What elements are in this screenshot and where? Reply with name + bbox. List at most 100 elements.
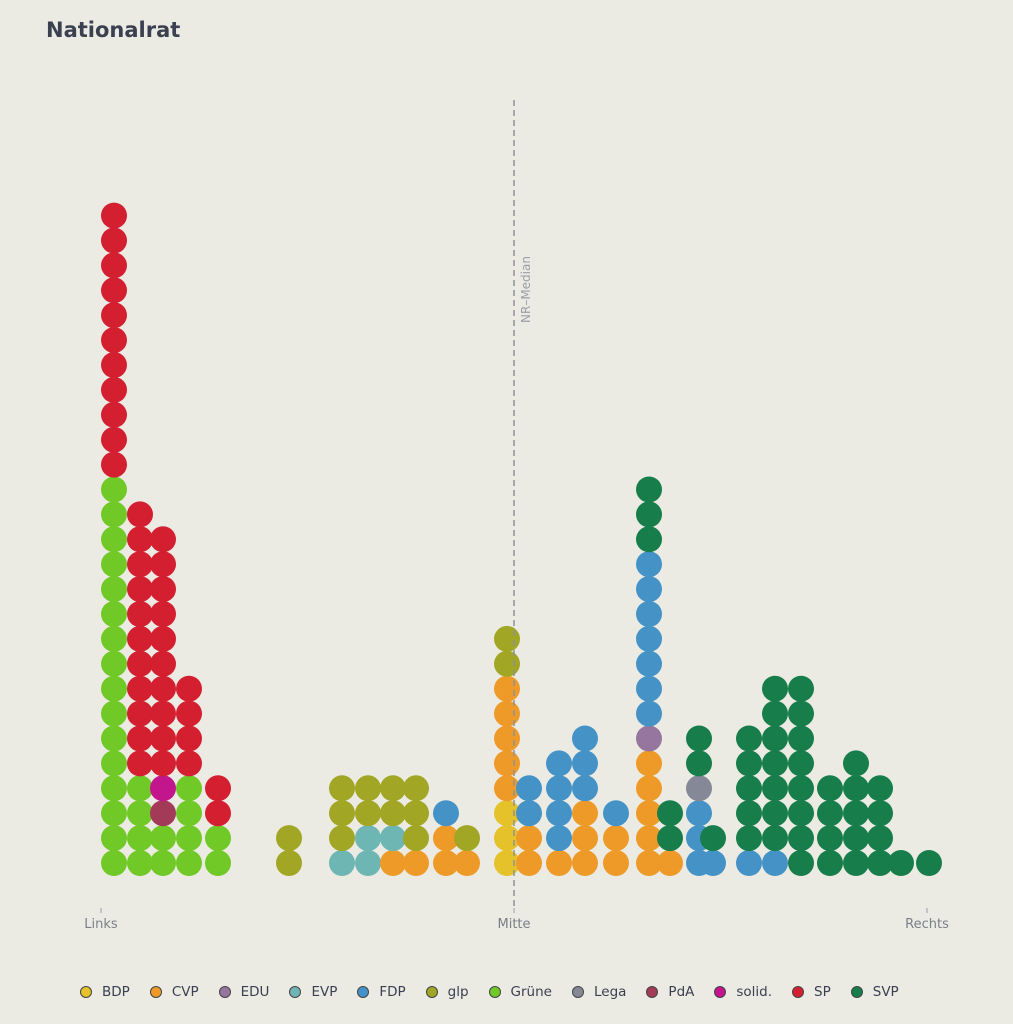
seat-dot-sp — [205, 800, 231, 827]
seat-dot-fdp — [686, 800, 712, 827]
seat-dot-sp — [101, 352, 127, 378]
seat-dot-svp — [788, 825, 814, 852]
seat-dot-cvp — [636, 775, 662, 802]
seat-dot-edu — [636, 725, 662, 752]
seat-dot-sp — [176, 675, 202, 702]
seat-dot-sp — [127, 501, 153, 528]
seat-dot-grüne — [127, 775, 153, 802]
legend-item: CVP — [149, 984, 199, 1000]
seat-dot-sp — [150, 750, 176, 777]
seat-dot-grüne — [176, 775, 202, 802]
seat-dot-fdp — [546, 825, 572, 852]
seat-dot-cvp — [572, 850, 598, 876]
seat-dot-svp — [636, 476, 662, 503]
seat-dot-fdp — [516, 800, 542, 827]
seat-dot-glp — [403, 775, 429, 802]
seat-dot-sp — [101, 327, 127, 354]
seat-dot-svp — [636, 526, 662, 553]
legend-swatch — [425, 986, 438, 998]
seat-dot-sp — [127, 551, 153, 578]
seat-dot-cvp — [636, 825, 662, 852]
seat-dot-fdp — [636, 700, 662, 727]
seat-dot-sp — [176, 700, 202, 727]
seat-dot-svp — [817, 825, 843, 852]
legend-label: Grüne — [510, 984, 552, 1000]
seat-dot-sp — [150, 601, 176, 627]
seat-dot-glp — [276, 825, 302, 852]
seat-dot-svp — [843, 800, 869, 827]
seat-dot-fdp — [546, 800, 572, 827]
legend-item: EVP — [289, 984, 337, 1000]
seat-dot-cvp — [494, 675, 520, 702]
seat-dot-sp — [150, 700, 176, 727]
seat-dot-grüne — [101, 850, 127, 876]
median-label: NR–Median — [519, 256, 533, 323]
seat-dot-glp — [494, 625, 520, 652]
seat-dot-svp — [843, 750, 869, 777]
seat-dot-sp — [127, 625, 153, 652]
seat-dot-sp — [127, 650, 153, 677]
seat-dot-sp — [127, 526, 153, 553]
seat-dot-cvp — [494, 700, 520, 727]
legend-item: SVP — [850, 984, 899, 1000]
seat-dot-grüne — [127, 800, 153, 827]
seat-dot-grüne — [101, 526, 127, 553]
seat-dot-fdp — [572, 750, 598, 777]
seat-dot-sp — [127, 700, 153, 727]
seat-dot-grüne — [101, 650, 127, 677]
legend: BDP CVP EDU EVP FDP glp Grüne Lega PdA solid. SP SV… — [80, 984, 919, 1000]
seat-dot-sp — [101, 277, 127, 304]
seat-dot-sp — [176, 750, 202, 777]
seat-dot-grüne — [101, 675, 127, 702]
seat-dot-sp — [205, 775, 231, 802]
seat-dot-grüne — [176, 850, 202, 876]
legend-swatch — [850, 986, 863, 998]
seat-dot-cvp — [546, 850, 572, 876]
seat-dot-svp — [762, 825, 788, 852]
seat-dot-glp — [494, 650, 520, 677]
seat-dot-sp — [127, 725, 153, 752]
seat-dot-svp — [867, 850, 893, 876]
legend-item: BDP — [80, 984, 130, 1000]
seat-dot-svp — [686, 725, 712, 752]
seat-dot-glp — [355, 800, 381, 827]
legend-label: Lega — [593, 984, 627, 1000]
seat-dot-grüne — [176, 825, 202, 852]
seat-dot-cvp — [572, 800, 598, 827]
seat-dot-svp — [736, 725, 762, 752]
legend-label: SVP — [872, 984, 899, 1000]
seat-dot-fdp — [603, 800, 629, 827]
seat-dot-svp — [736, 775, 762, 802]
seat-dot-svp — [843, 850, 869, 876]
seat-dot-cvp — [603, 825, 629, 852]
seat-dot-glp — [403, 800, 429, 827]
seat-dot-grüne — [150, 850, 176, 876]
seat-dot-svp — [762, 675, 788, 702]
seat-dot-grüne — [101, 625, 127, 652]
seat-dot-fdp — [636, 675, 662, 702]
seat-dot-cvp — [433, 825, 459, 852]
legend-label: EDU — [240, 984, 270, 1000]
seat-dot-sp — [150, 526, 176, 553]
seat-dot-sp — [127, 750, 153, 777]
legend-swatch — [571, 986, 584, 998]
seat-dot-svp — [788, 800, 814, 827]
seat-dot-svp — [700, 825, 726, 852]
seat-dot-sp — [150, 625, 176, 652]
seat-dot-grüne — [101, 576, 127, 603]
seat-dot-bdp — [494, 850, 520, 876]
seat-dot-grüne — [101, 551, 127, 578]
seat-dot-grüne — [101, 750, 127, 777]
seat-dot-sp — [101, 426, 127, 453]
seat-dot-bdp — [494, 800, 520, 827]
seat-dot-svp — [843, 775, 869, 802]
chart-title: Nationalrat — [46, 18, 181, 42]
seat-dot-cvp — [433, 850, 459, 876]
x-tick-label-rechts: Rechts — [905, 917, 949, 932]
seat-dot-fdp — [762, 850, 788, 876]
seat-dot-sp — [101, 202, 127, 229]
seat-dot-cvp — [636, 800, 662, 827]
seat-dot-svp — [762, 750, 788, 777]
seat-dot-sp — [150, 576, 176, 603]
legend-label: CVP — [171, 984, 199, 1000]
